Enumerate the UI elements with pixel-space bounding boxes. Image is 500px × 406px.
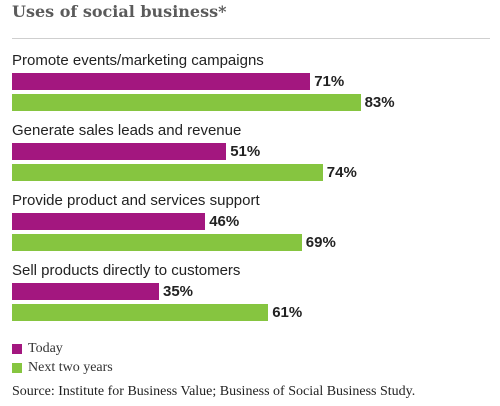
bar-value-label: 35%	[163, 283, 194, 300]
source-note: Source: Institute for Business Value; Bu…	[12, 384, 416, 399]
bar-today	[12, 213, 206, 230]
bar-today	[12, 143, 227, 160]
title-divider	[12, 38, 490, 39]
bar-next-two-years	[12, 304, 269, 321]
legend-label-today: Today	[28, 341, 63, 356]
legend-swatch-today	[12, 344, 22, 354]
legend-label-next-two-years: Next two years	[28, 360, 113, 375]
bar-value-label: 69%	[305, 234, 336, 251]
chart-title: Uses of social business*	[12, 2, 227, 21]
bar-today	[12, 283, 159, 300]
legend-item-today: Today	[12, 341, 63, 357]
bar-value-label: 71%	[314, 73, 345, 90]
bar-next-two-years	[12, 164, 323, 181]
legend-item-next-two-years: Next two years	[12, 360, 113, 376]
bar-value-label: 61%	[272, 304, 303, 321]
bar-today	[12, 73, 311, 90]
category-label: Promote events/marketing campaigns	[12, 52, 264, 69]
category-label: Sell products directly to customers	[12, 262, 241, 279]
bar-value-label: 83%	[364, 94, 395, 111]
legend-swatch-next-two-years	[12, 363, 22, 373]
category-label: Provide product and services support	[12, 192, 260, 209]
category-label: Generate sales leads and revenue	[12, 122, 242, 139]
bar-value-label: 51%	[230, 143, 261, 160]
bar-next-two-years	[12, 234, 302, 251]
bar-next-two-years	[12, 94, 361, 111]
bar-value-label: 46%	[209, 213, 240, 230]
bar-value-label: 74%	[326, 164, 357, 181]
